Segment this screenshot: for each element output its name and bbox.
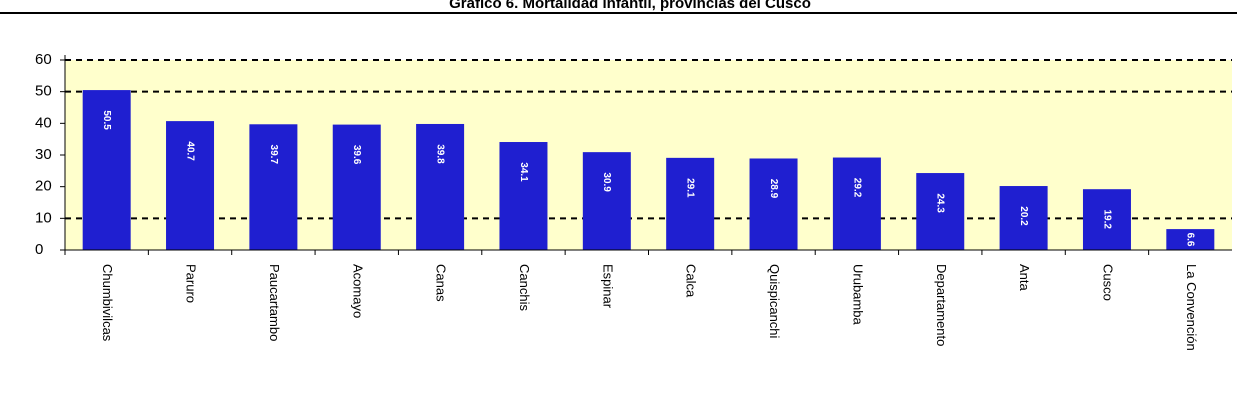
value-label: 50.5 [101, 110, 112, 130]
bar [416, 123, 465, 250]
value-label: 39.7 [268, 145, 279, 165]
x-tick-label: Quispicanchi [767, 264, 782, 339]
y-tick-label: 10 [35, 209, 52, 226]
y-tick-label: 30 [35, 146, 52, 163]
value-label: 28.9 [768, 179, 779, 199]
value-label: 24.3 [935, 193, 946, 213]
x-tick-label: Paucartambo [267, 264, 282, 341]
value-label: 30.9 [601, 172, 612, 192]
bar [82, 90, 131, 250]
bar [166, 121, 215, 250]
bar [1166, 229, 1215, 250]
value-label: 6.6 [1185, 233, 1196, 247]
value-label: 29.2 [851, 178, 862, 198]
y-tick-label: 20 [35, 178, 52, 195]
bar [1082, 189, 1131, 250]
x-tick-label: Canchis [517, 264, 532, 311]
x-tick-label: Calca [684, 264, 699, 298]
bar [249, 124, 298, 250]
x-tick-label: Paruro [184, 264, 199, 303]
bar [832, 157, 881, 250]
x-tick-label: Urubamba [850, 264, 865, 325]
plot-background [65, 60, 1232, 250]
x-tick-label: Departamento [934, 264, 949, 346]
value-label: 20.2 [1018, 206, 1029, 226]
x-tick-label: Canas [434, 264, 449, 302]
x-tick-label: Espinar [600, 264, 615, 309]
value-label: 40.7 [184, 141, 195, 161]
bar [749, 158, 798, 250]
x-tick-label: La Convención [1184, 264, 1199, 351]
x-tick-label: Chumbivilcas [100, 264, 115, 342]
y-tick-label: 40 [35, 114, 52, 131]
value-label: 19.2 [1101, 209, 1112, 229]
y-tick-label: 50 [35, 83, 52, 100]
value-label: 29.1 [685, 178, 696, 198]
x-tick-label: Cusco [1101, 264, 1116, 301]
x-tick-label: Acomayo [350, 264, 365, 318]
bar [499, 142, 548, 250]
bar [666, 157, 715, 250]
bar [916, 173, 965, 250]
bar [582, 152, 631, 250]
value-label: 34.1 [518, 162, 529, 182]
x-tick-label: Anta [1017, 264, 1032, 292]
value-label: 39.6 [351, 145, 362, 165]
bar [999, 186, 1048, 250]
bar [332, 124, 381, 250]
y-tick-label: 60 [35, 51, 52, 68]
chart-title: Gráfico 6. Mortalidad infantil, provinci… [449, 0, 811, 12]
value-label: 39.8 [434, 144, 445, 164]
y-tick-label: 0 [35, 241, 43, 258]
